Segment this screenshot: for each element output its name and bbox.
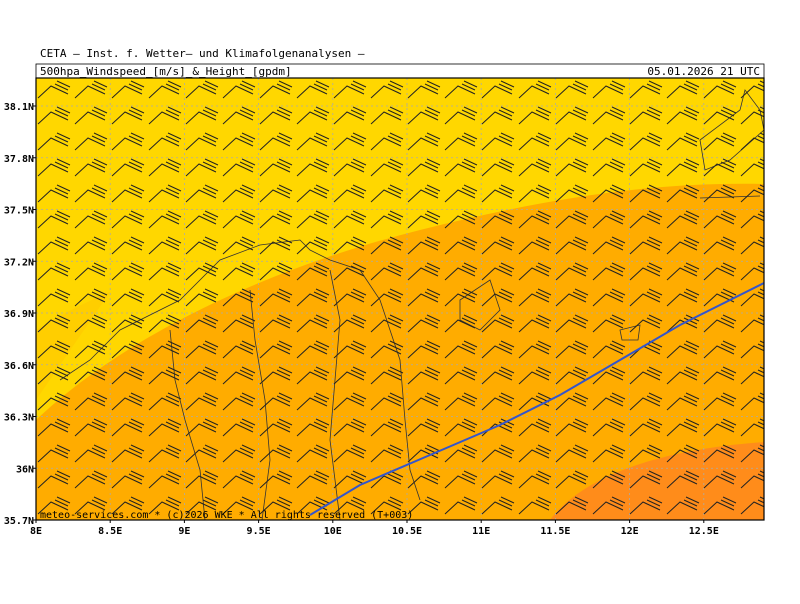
lat-label: 37.2N <box>4 257 34 268</box>
lon-label: 9E <box>178 526 190 537</box>
map-frame <box>35 77 765 521</box>
lon-label: 10E <box>324 526 342 537</box>
lat-label: 38.1N <box>4 102 34 113</box>
lon-label: 12E <box>621 526 639 537</box>
lat-label: 37.5N <box>4 206 34 217</box>
lat-label: 36.3N <box>4 413 34 424</box>
institute: CETA – Inst. f. Wetter– und Klimafolgena… <box>40 47 365 60</box>
lon-label: 9.5E <box>247 526 271 537</box>
valid-time: 05.01.2026 21 UTC <box>647 65 760 78</box>
lat-label: 35.7N <box>4 516 34 527</box>
lon-label: 12.5E <box>689 526 719 537</box>
wind-barbs <box>36 78 764 520</box>
lon-label: 10.5E <box>392 526 422 537</box>
lat-label: 36N <box>16 464 34 475</box>
lon-label: 8.5E <box>98 526 122 537</box>
lat-label: 36.9N <box>4 309 34 320</box>
credit: meteo-services.com * (c)2026 WKE * All r… <box>40 510 413 521</box>
lat-label: 36.6N <box>4 361 34 372</box>
lon-label: 11.5E <box>540 526 570 537</box>
height-contour <box>309 282 764 516</box>
lon-label: 11E <box>472 526 490 537</box>
map-area: meteo-services.com * (c)2026 WKE * All r… <box>36 78 764 521</box>
lon-label: 8E <box>30 526 42 537</box>
lat-label: 37.8N <box>4 154 34 165</box>
map-title: 500hpa_Windspeed_[m/s]_&_Height_[gpdm] <box>40 65 292 78</box>
